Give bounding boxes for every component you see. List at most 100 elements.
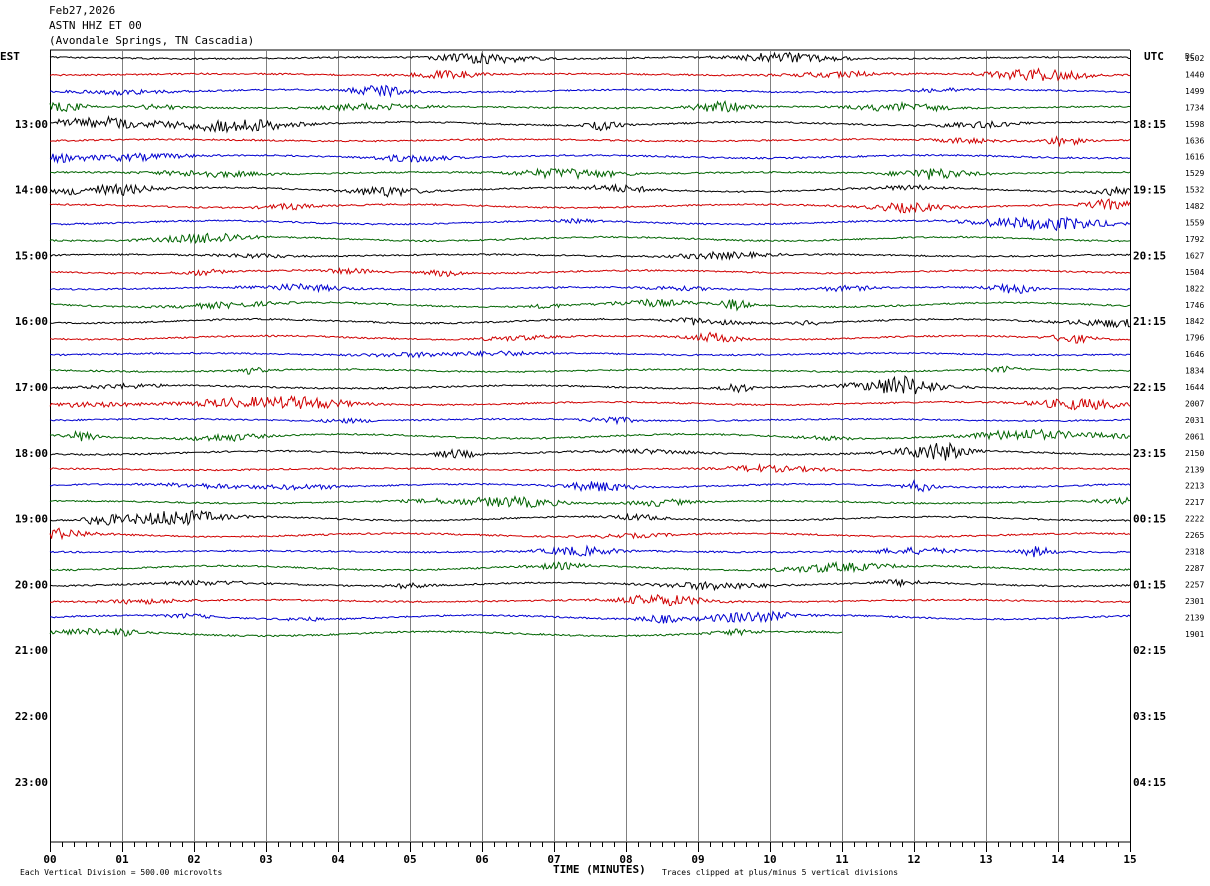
x-tick-label: 15 <box>1123 853 1136 866</box>
x-tick-label: 02 <box>187 853 200 866</box>
dc-column-header: DC <box>1185 52 1195 61</box>
dc-offset-label: 1529 <box>1185 169 1204 178</box>
dc-offset-label: 1532 <box>1185 186 1204 195</box>
dc-offset-label: 2031 <box>1185 416 1204 425</box>
seismic-trace <box>49 627 843 638</box>
seismic-trace <box>49 99 1131 113</box>
seismic-trace <box>50 610 1131 624</box>
x-tick-label: 14 <box>1051 853 1065 866</box>
dc-offset-label: 2150 <box>1185 449 1204 458</box>
seismic-trace <box>49 266 1131 278</box>
right-hour-label: 18:15 <box>1133 118 1166 131</box>
right-hour-label: 02:15 <box>1133 644 1166 657</box>
left-hour-label: 13:00 <box>15 118 48 131</box>
dc-offset-label: 1627 <box>1185 251 1204 260</box>
dc-offset-label: 1834 <box>1185 367 1204 376</box>
dc-offset-label: 2222 <box>1185 515 1204 524</box>
dc-offset-label: 1440 <box>1185 70 1204 79</box>
dc-offset-label: 1598 <box>1185 120 1204 129</box>
seismic-trace <box>49 350 1131 359</box>
dc-offset-label: 1822 <box>1185 284 1204 293</box>
seismic-trace <box>49 317 1131 329</box>
x-tick-label: 09 <box>691 853 704 866</box>
dc-offset-label: 2265 <box>1185 531 1204 540</box>
dc-offset-label: 1504 <box>1185 268 1204 277</box>
seismic-trace <box>49 182 1131 198</box>
x-tick-label: 10 <box>763 853 776 866</box>
seismic-trace <box>49 495 1131 509</box>
left-hour-label: 17:00 <box>15 381 48 394</box>
dc-offset-label: 2139 <box>1185 613 1204 622</box>
seismic-trace <box>50 441 1131 461</box>
right-hour-label: 00:15 <box>1133 513 1166 526</box>
x-tick-label: 00 <box>43 853 56 866</box>
dc-offset-label: 1502 <box>1185 54 1204 63</box>
station-channel: ASTN HHZ ET 00 <box>49 19 142 32</box>
right-hour-label: 21:15 <box>1133 315 1166 328</box>
left-hour-label: 18:00 <box>15 447 48 460</box>
left-hour-label: 21:00 <box>15 644 48 657</box>
dc-offset-label: 1616 <box>1185 153 1204 162</box>
seismic-trace <box>49 527 1131 541</box>
seismic-trace <box>49 232 1131 245</box>
right-hour-label: 19:15 <box>1133 184 1166 197</box>
left-hour-label: 19:00 <box>15 513 48 526</box>
dc-offset-label: 2217 <box>1185 498 1204 507</box>
seismic-trace <box>49 365 1131 375</box>
left-hour-label: 23:00 <box>15 776 48 789</box>
x-tick-label: 13 <box>979 853 992 866</box>
right-timezone-label: UTC <box>1144 50 1164 63</box>
vertical-scale-note: Each Vertical Division = 500.00 microvol… <box>20 868 222 877</box>
dc-offset-label: 1734 <box>1185 103 1204 112</box>
seismic-trace <box>49 428 1131 442</box>
x-tick-label: 05 <box>403 853 416 866</box>
right-hour-label: 04:15 <box>1133 776 1166 789</box>
left-timezone-label: EST <box>0 50 20 63</box>
seismic-trace <box>49 395 1131 411</box>
x-tick-label: 03 <box>259 853 272 866</box>
dc-offset-label: 2213 <box>1185 482 1204 491</box>
dc-offset-label: 2007 <box>1185 399 1204 408</box>
left-hour-label: 15:00 <box>15 249 48 262</box>
seismic-trace <box>49 544 1131 558</box>
seismic-trace <box>49 282 1131 294</box>
x-tick-label: 01 <box>115 853 129 866</box>
dc-offset-label: 1901 <box>1185 630 1204 639</box>
x-tick-label: 11 <box>835 853 849 866</box>
record-date: Feb27,2026 <box>49 4 116 17</box>
dc-offset-label: 2061 <box>1185 432 1204 441</box>
dc-offset-label: 2301 <box>1185 597 1204 606</box>
right-hour-label: 20:15 <box>1133 249 1166 262</box>
dc-offset-label: 1792 <box>1185 235 1204 244</box>
right-hour-label: 03:15 <box>1133 710 1166 723</box>
right-hour-label: 23:15 <box>1133 447 1166 460</box>
dc-offset-label: 2139 <box>1185 465 1204 474</box>
x-tick-label: 04 <box>331 853 345 866</box>
dc-offset-label: 1746 <box>1185 301 1204 310</box>
seismic-trace <box>49 152 1131 165</box>
dc-offset-label: 1499 <box>1185 87 1204 96</box>
seismic-trace <box>50 594 1131 607</box>
right-hour-label: 01:15 <box>1133 578 1166 591</box>
x-tick-label: 07 <box>547 853 560 866</box>
dc-offset-label: 2257 <box>1185 580 1204 589</box>
dc-offset-label: 1646 <box>1185 350 1204 359</box>
left-hour-label: 14:00 <box>15 184 48 197</box>
seismic-trace <box>49 463 1131 473</box>
seismic-trace <box>49 375 1131 395</box>
seismic-trace <box>49 298 1131 312</box>
seismic-trace <box>49 51 1131 65</box>
left-hour-label: 16:00 <box>15 315 48 328</box>
dc-offset-label: 2318 <box>1185 548 1204 557</box>
x-tick-label: 12 <box>907 853 920 866</box>
left-hour-label: 20:00 <box>15 578 48 591</box>
seismic-trace <box>50 216 1130 232</box>
x-tick-label: 08 <box>619 853 632 866</box>
seismic-trace <box>49 331 1131 344</box>
dc-offset-label: 1559 <box>1185 219 1204 228</box>
x-tick-label: 06 <box>475 853 489 866</box>
seismic-trace <box>49 578 1131 592</box>
dc-offset-label: 1796 <box>1185 334 1204 343</box>
dc-offset-label: 1636 <box>1185 136 1204 145</box>
